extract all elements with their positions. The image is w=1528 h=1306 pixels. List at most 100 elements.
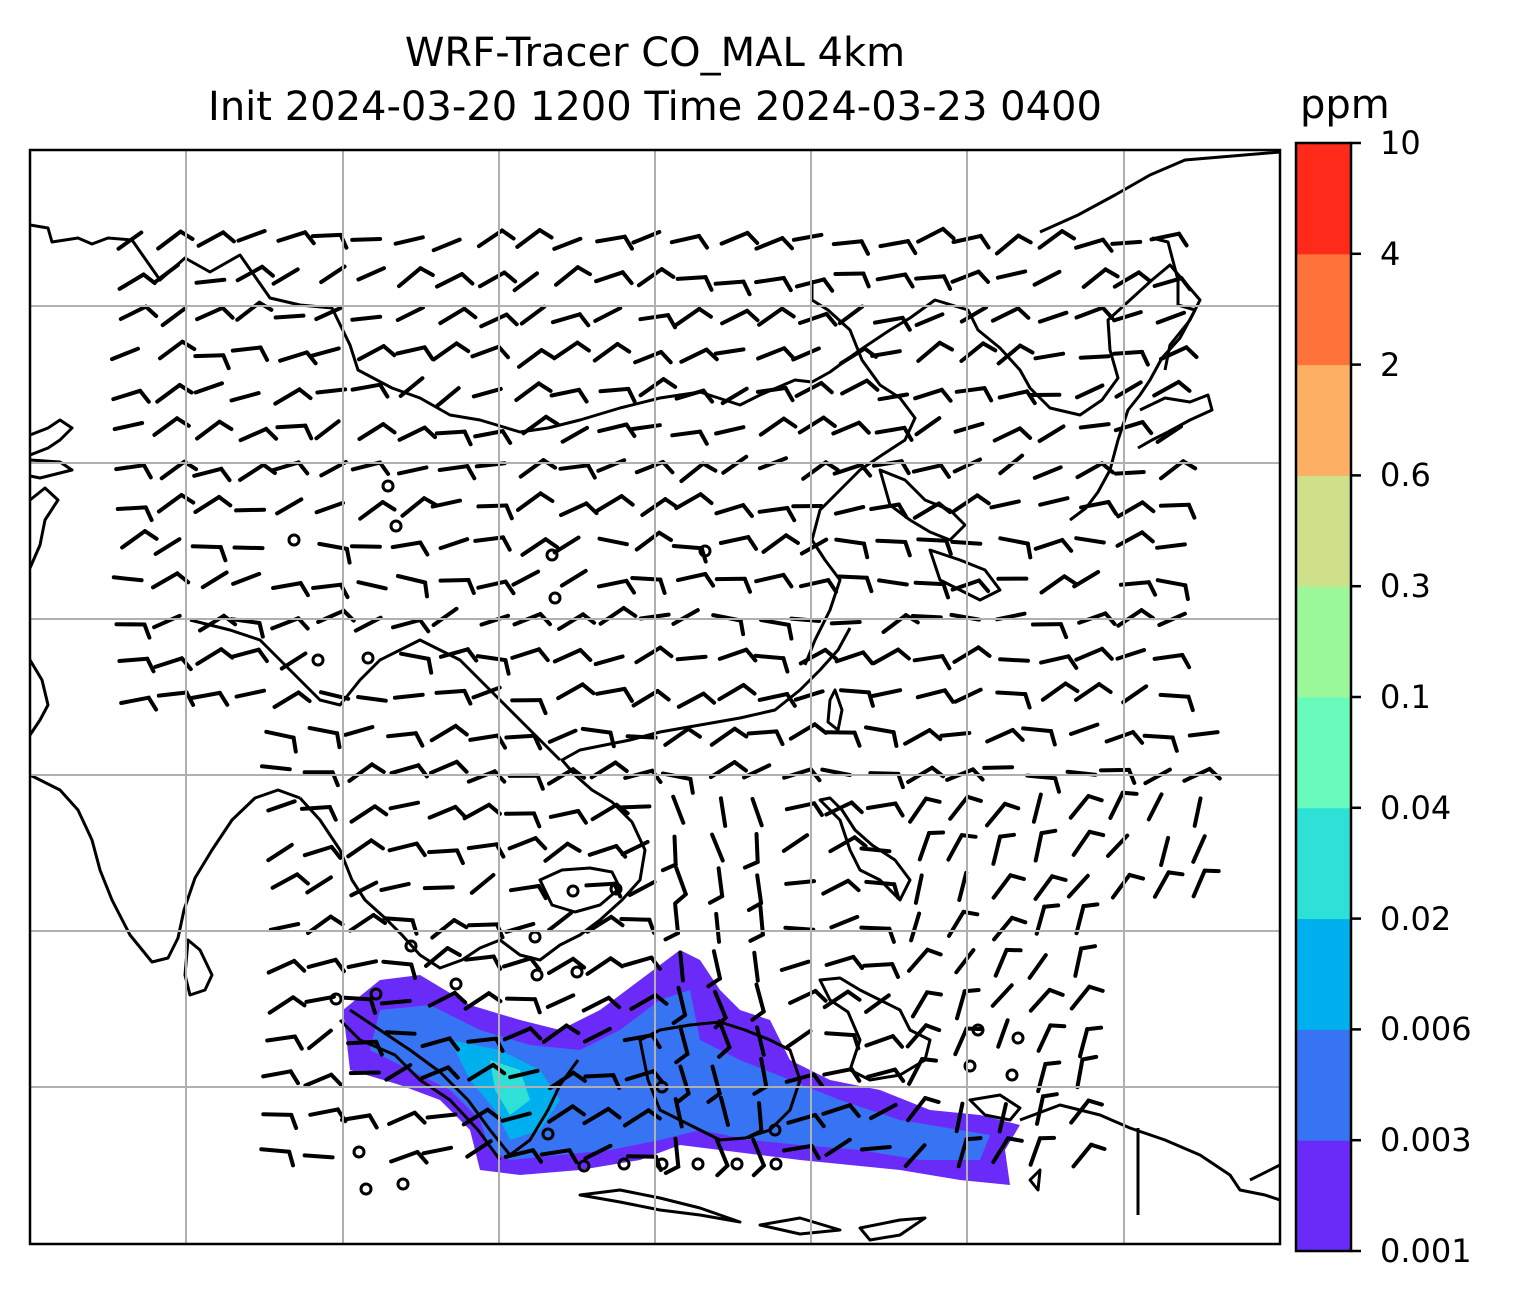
- wind-barb-feather: [143, 505, 154, 523]
- wind-barb-shaft: [713, 989, 728, 1020]
- wind-barb-shaft: [996, 1018, 1010, 1049]
- wind-barb-shaft: [757, 1101, 764, 1133]
- wind-barb-shaft: [990, 983, 1014, 1008]
- wind-barb-shaft: [636, 267, 664, 288]
- wind-barb-shaft: [548, 809, 581, 819]
- wind-barb-shaft: [1075, 383, 1105, 400]
- wind-barb-shaft: [1074, 305, 1105, 320]
- wind-barb-shaft: [319, 264, 347, 285]
- wind-barb-shaft: [718, 796, 728, 828]
- wind-barb-shaft: [750, 796, 764, 828]
- wind-barb-shaft: [195, 647, 224, 666]
- wind-barb-shaft: [356, 695, 388, 703]
- wind-barb-feather: [1049, 729, 1057, 747]
- wind-barb-feather: [298, 581, 310, 598]
- wind-barb-shaft: [466, 1036, 499, 1044]
- wind-barb-feather: [1177, 231, 1189, 248]
- wind-barb-shaft: [864, 993, 891, 1014]
- wind-barb-shaft: [597, 536, 629, 547]
- wind-barb-feather: [143, 304, 159, 318]
- wind-barb-shaft: [1074, 904, 1086, 936]
- wind-barb-shaft: [156, 493, 184, 514]
- wind-barb-feather: [976, 269, 990, 284]
- wind-barb-shaft: [755, 1025, 766, 1057]
- wind-barb-shaft: [1081, 267, 1108, 289]
- calm-wind-marker: [311, 653, 325, 667]
- wind-barb-shaft: [670, 429, 703, 438]
- wind-barb-shaft: [547, 910, 574, 932]
- wind-barb-shaft: [560, 425, 589, 444]
- wind-barb-feather: [1010, 728, 1025, 742]
- colorbar-tick-label: 0.3: [1380, 567, 1431, 606]
- wind-barb-shaft: [1031, 792, 1043, 824]
- wind-barb-feather: [1039, 828, 1058, 836]
- wind-barb-shaft: [261, 1112, 294, 1117]
- wind-barb-shaft: [754, 572, 786, 584]
- wind-barb-shaft: [829, 620, 862, 626]
- wind-barb-shaft: [315, 387, 348, 395]
- wind-barb-shaft: [663, 726, 691, 747]
- wind-barb-feather: [577, 387, 589, 404]
- calm-wind-marker: [570, 965, 584, 979]
- wind-barb-feather: [533, 997, 542, 1015]
- wind-barb-feather: [537, 228, 554, 240]
- wind-barb-shaft: [822, 989, 850, 1010]
- wind-barb-shaft: [910, 990, 930, 1019]
- wind-barb-feather: [1042, 903, 1061, 909]
- wind-barb-shaft: [1159, 835, 1171, 867]
- wind-barb-feather: [1053, 776, 1061, 794]
- wind-barb-shaft: [1078, 422, 1111, 430]
- wind-barb-feather: [418, 618, 431, 634]
- colorbar-segment: [1296, 586, 1351, 698]
- wind-barb-feather: [606, 995, 622, 1010]
- wind-barb-shaft: [515, 228, 542, 249]
- wind-barb-shaft: [1078, 354, 1111, 360]
- wind-barb-feather: [1100, 461, 1115, 475]
- wind-barb-shaft: [1152, 870, 1171, 899]
- wind-barb-shaft: [547, 956, 576, 975]
- wind-barb-shaft: [1033, 831, 1044, 863]
- wind-barb-shaft: [389, 1150, 420, 1164]
- calm-wind-marker: [698, 544, 712, 558]
- wind-barb-feather: [611, 1073, 622, 1090]
- wind-barb-shaft: [956, 1137, 969, 1169]
- wind-barb-feather: [1184, 345, 1199, 359]
- wind-barb-shaft: [674, 865, 688, 897]
- wind-barb-feather: [741, 683, 757, 696]
- wind-barb-feather: [626, 386, 637, 404]
- wind-barb-shaft: [350, 382, 383, 392]
- wind-barb-feather: [608, 956, 625, 969]
- wind-barb-feather: [217, 690, 230, 707]
- wind-barb-feather: [544, 414, 560, 427]
- wind-barb-feather: [924, 1023, 942, 1033]
- wind-barb-feather: [369, 838, 385, 851]
- wind-barb-shaft: [755, 386, 788, 394]
- wind-barb-shaft: [834, 505, 866, 516]
- colorbar-segment: [1296, 143, 1351, 255]
- calm-wind-marker: [545, 548, 559, 562]
- wind-barb-shaft: [1159, 459, 1186, 481]
- wind-barb-shaft: [309, 346, 341, 358]
- wind-barb-shaft: [821, 1103, 852, 1116]
- wind-barb-shaft: [512, 271, 539, 293]
- wind-barb-shaft: [1113, 470, 1146, 476]
- wind-barb-feather: [454, 341, 471, 354]
- wind-barb-feather: [414, 841, 427, 858]
- wind-barb-feather: [371, 913, 387, 925]
- wind-barb-shaft: [998, 657, 1030, 663]
- wind-barb-shaft: [779, 959, 811, 972]
- wind-barb-feather: [1080, 1054, 1099, 1062]
- wind-barb-feather: [819, 381, 834, 395]
- wind-barb-shaft: [1112, 270, 1141, 289]
- calm-wind-marker: [768, 1123, 782, 1137]
- wind-barb-feather: [217, 419, 234, 432]
- wind-barb-shaft: [270, 872, 300, 890]
- wind-barb-feather: [1166, 870, 1185, 877]
- calm-wind-marker: [287, 533, 301, 547]
- wind-barb-feather: [663, 497, 679, 509]
- wind-barb-shaft: [1116, 500, 1145, 519]
- wind-barb-feather: [142, 622, 152, 640]
- wind-barb-shaft: [676, 985, 688, 1018]
- wind-barb-shaft: [916, 537, 949, 543]
- wind-barb-shaft: [868, 771, 901, 776]
